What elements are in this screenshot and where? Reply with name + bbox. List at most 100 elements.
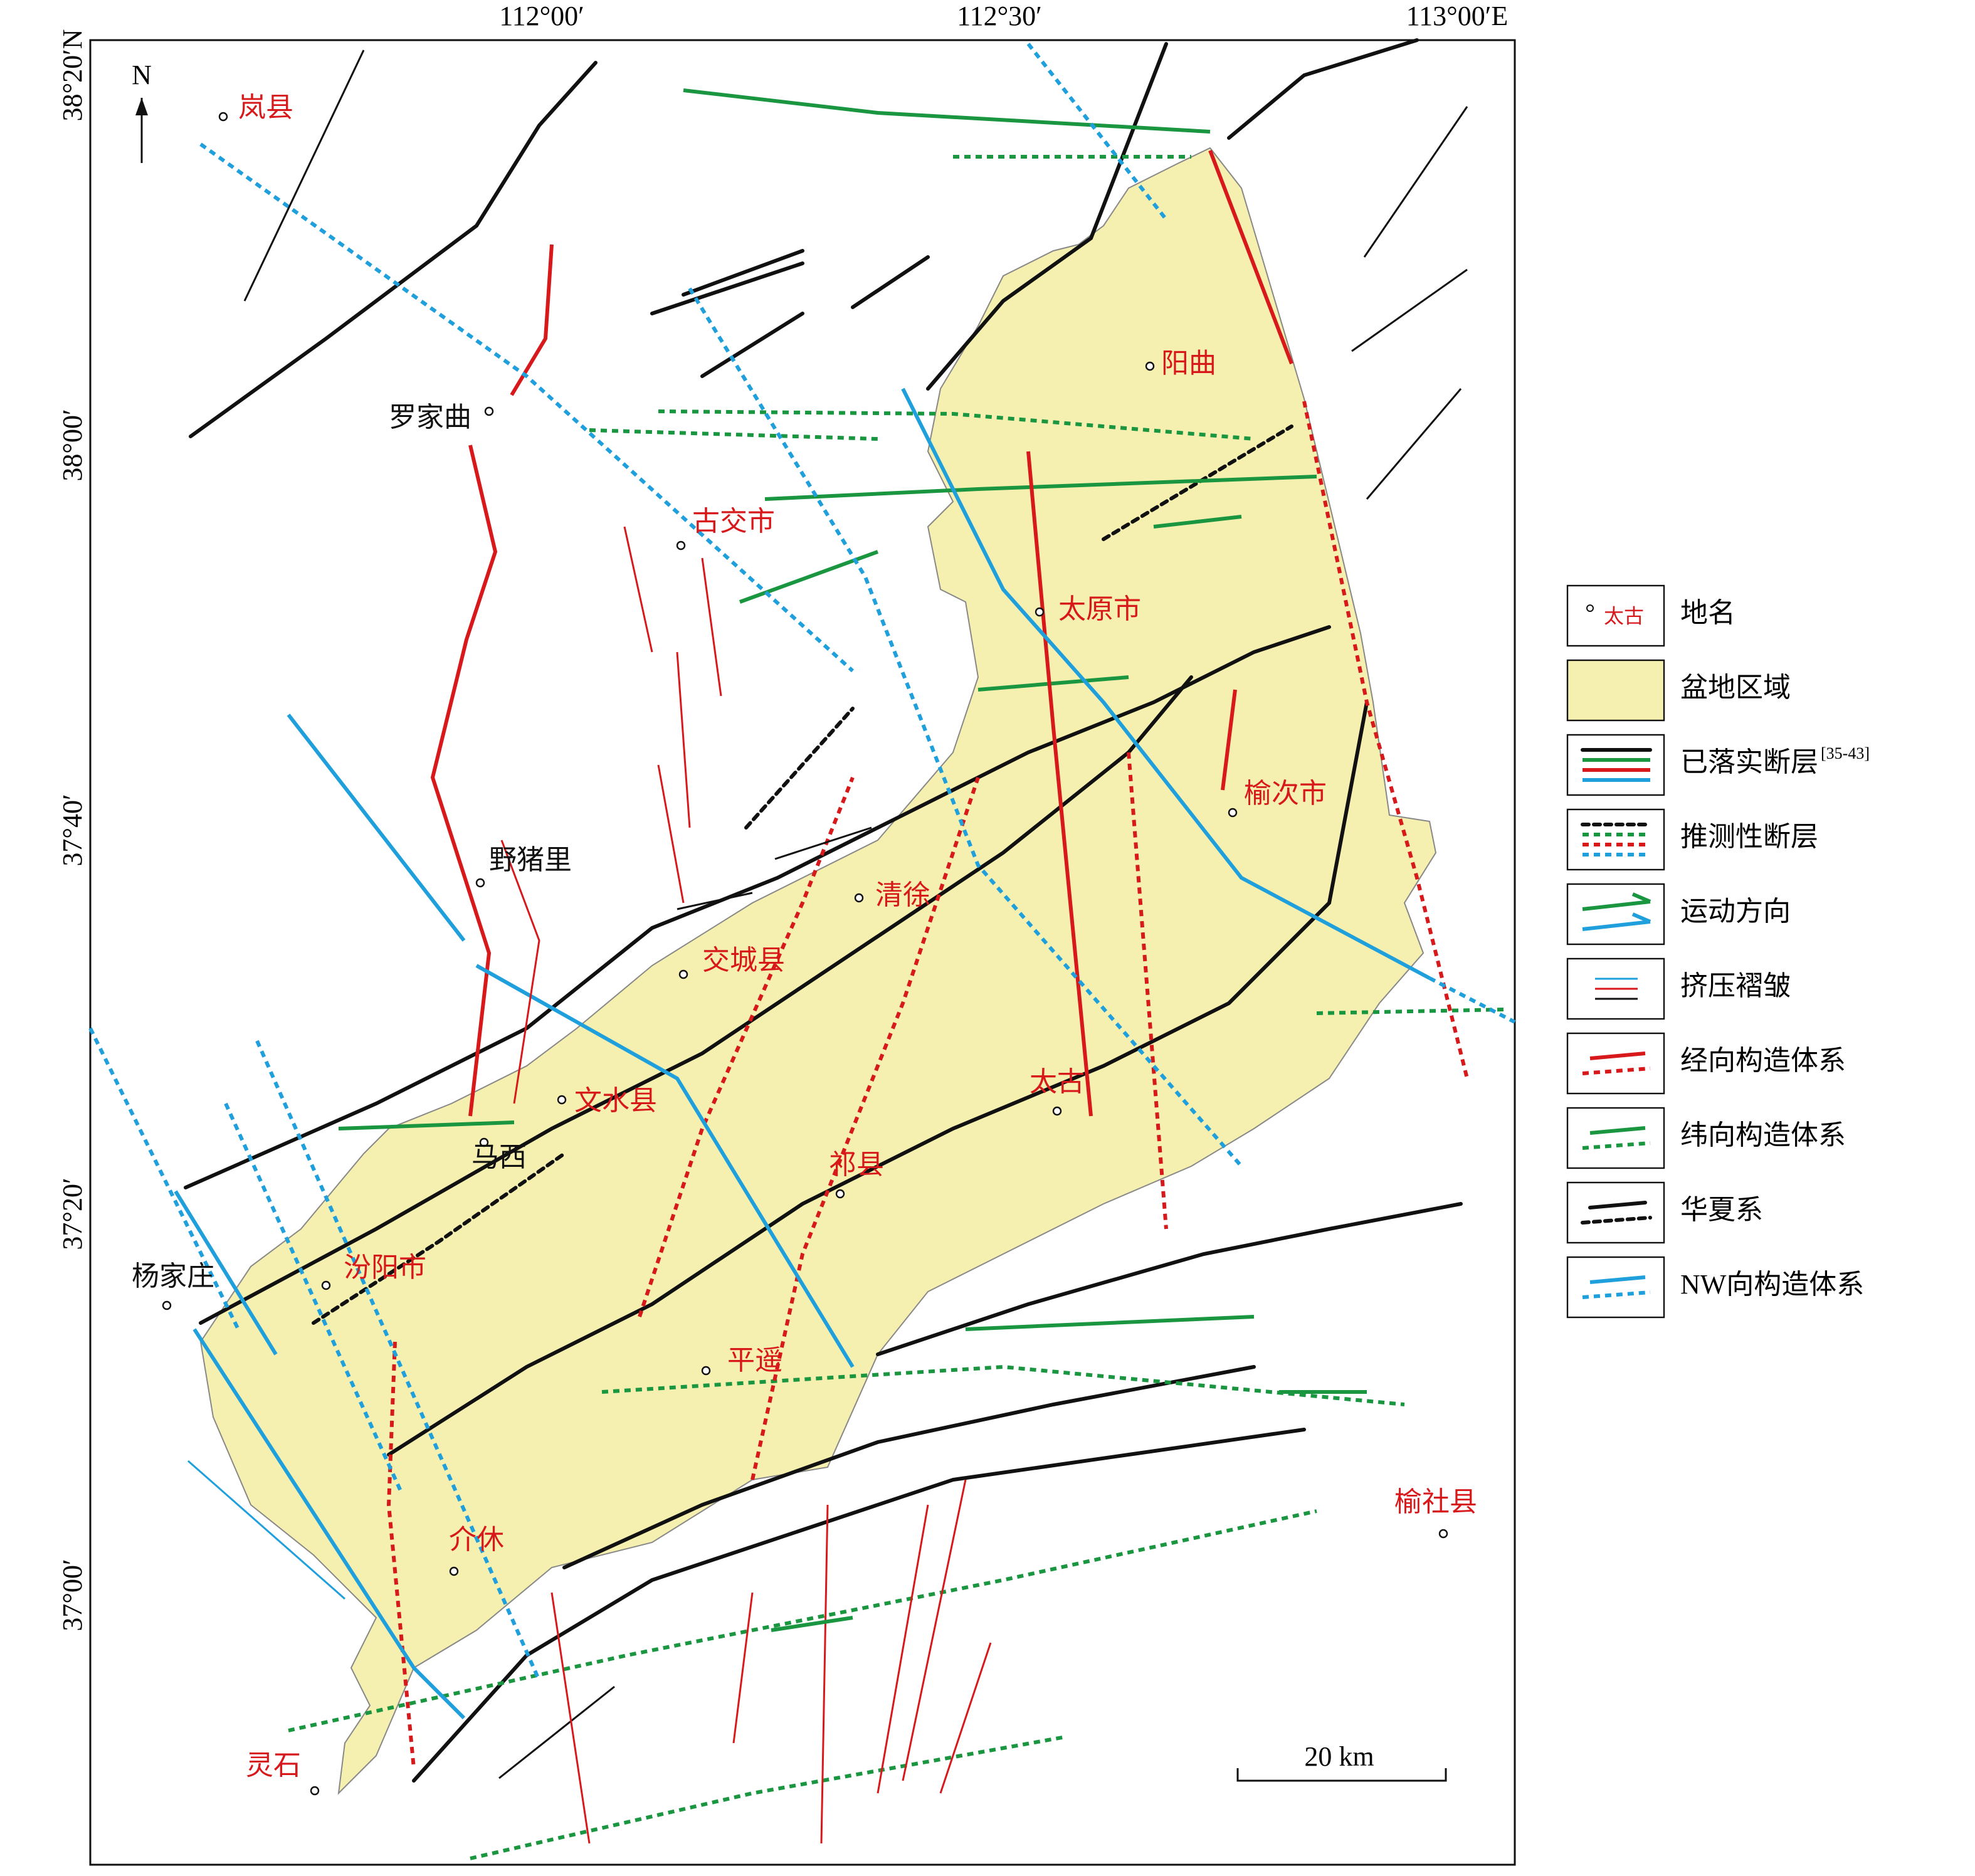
legend-label: 华夏系 bbox=[1680, 1194, 1763, 1225]
fault bbox=[189, 61, 598, 438]
place-name: 马西 bbox=[471, 1142, 527, 1172]
place-marker bbox=[678, 969, 688, 979]
labels: 112°00′ 112°30′ 113°00′E 38°20′N 38°00′ 37°40… bbox=[57, 1, 1508, 1796]
legend-line bbox=[1582, 1141, 1651, 1150]
scale-label: 20 km bbox=[1304, 1741, 1374, 1772]
longitude-label: 112°30′ bbox=[957, 1, 1042, 31]
legend-label: 运动方向 bbox=[1680, 896, 1791, 927]
legend-box bbox=[1566, 1256, 1665, 1319]
fault bbox=[386, 401, 1469, 1769]
place-name: 古交市 bbox=[692, 506, 775, 537]
place-name: 祁县 bbox=[829, 1149, 884, 1180]
fault bbox=[288, 155, 1505, 1860]
fold-arrow bbox=[243, 50, 1468, 1779]
place-name: 灵石 bbox=[246, 1750, 301, 1781]
fault bbox=[174, 387, 1431, 1720]
legend-label: 推测性断层 bbox=[1680, 821, 1818, 852]
fault bbox=[562, 1365, 1256, 1569]
latitude-label: 37°20′ bbox=[57, 1178, 88, 1250]
place-name: 交城县 bbox=[702, 945, 785, 976]
place-marker bbox=[484, 406, 494, 416]
legend-label: 经向构造体系 bbox=[1680, 1045, 1846, 1076]
legend-item: 经向构造体系 bbox=[1566, 1032, 1846, 1095]
legend-label: NW向构造体系 bbox=[1680, 1269, 1864, 1300]
legend-box bbox=[1566, 659, 1665, 722]
place-marker bbox=[475, 878, 485, 888]
fault bbox=[88, 43, 1516, 1682]
legend-item: 已落实断层 [35-43] bbox=[1566, 734, 1870, 796]
motion-arrow bbox=[771, 515, 1242, 1632]
legend-line bbox=[1589, 1275, 1646, 1284]
place-name: 罗家曲 bbox=[389, 402, 471, 433]
legend-arrow bbox=[1582, 892, 1651, 911]
fault bbox=[184, 625, 1331, 1189]
scale-line bbox=[1236, 1768, 1447, 1782]
place-marker bbox=[1228, 808, 1238, 818]
fold-arrow bbox=[500, 526, 722, 1104]
basin bbox=[199, 147, 1437, 1795]
place-marker bbox=[676, 540, 686, 551]
fault bbox=[387, 700, 1369, 1457]
fault bbox=[338, 88, 1367, 1394]
legend-item: 盆地区域 bbox=[1566, 659, 1791, 722]
legend-line bbox=[1589, 1126, 1646, 1135]
fault bbox=[926, 42, 1168, 391]
legend-item: 华夏系 bbox=[1566, 1181, 1763, 1244]
legend-box bbox=[1566, 1107, 1665, 1169]
scale-bar: 20 km bbox=[1236, 1741, 1447, 1782]
place-marker bbox=[218, 112, 228, 122]
legend-line bbox=[1581, 1216, 1652, 1225]
legend-label: 盆地区域 bbox=[1680, 672, 1791, 703]
fold-arrow bbox=[187, 1460, 345, 1600]
place-marker bbox=[449, 1566, 459, 1576]
longitude-label: 113°00′E bbox=[1406, 1, 1508, 31]
legend-box bbox=[1566, 1181, 1665, 1244]
legend-arrow bbox=[1582, 912, 1651, 931]
place-marker bbox=[1145, 361, 1155, 371]
legend-label: 挤压褶皱 bbox=[1680, 971, 1791, 1001]
longitude-label: 112°00′ bbox=[499, 1, 584, 31]
place-marker bbox=[310, 1786, 320, 1796]
legend-box bbox=[1566, 734, 1665, 796]
place-marker bbox=[321, 1280, 331, 1290]
north-head bbox=[135, 98, 148, 115]
place-name: 野猪里 bbox=[489, 845, 572, 875]
fault bbox=[199, 675, 1193, 1325]
place-name: 岚县 bbox=[238, 92, 293, 123]
place-name: 太古 bbox=[1030, 1067, 1085, 1097]
place-name: 太原市 bbox=[1058, 594, 1141, 624]
place-name: 阳曲 bbox=[1161, 348, 1216, 379]
legend-label: 地名 bbox=[1680, 598, 1735, 628]
fold-arrow bbox=[550, 1479, 992, 1844]
place-name: 榆次市 bbox=[1244, 778, 1327, 809]
legend-ref: [35-43] bbox=[1821, 744, 1870, 762]
place-name: 榆社县 bbox=[1394, 1487, 1477, 1517]
legend-label: 已落实断层 bbox=[1680, 747, 1818, 777]
latitude-label: 38°20′N bbox=[57, 29, 88, 122]
fault bbox=[876, 1202, 1463, 1356]
latitude-label: 37°40′ bbox=[57, 794, 88, 866]
latitude-label: 38°00′ bbox=[57, 409, 88, 481]
legend-box bbox=[1566, 808, 1665, 871]
place-marker bbox=[835, 1189, 845, 1199]
legend-sample: 太古 bbox=[1604, 604, 1644, 627]
arrows bbox=[187, 50, 1468, 1844]
place-marker bbox=[1052, 1106, 1062, 1116]
faults bbox=[88, 38, 1516, 1860]
place-marker bbox=[162, 1300, 172, 1310]
place-marker bbox=[701, 1366, 711, 1376]
legend-line bbox=[1582, 1290, 1651, 1299]
place-name: 文水县 bbox=[574, 1085, 657, 1116]
legend-marker bbox=[1586, 604, 1594, 612]
place-name: 清徐 bbox=[875, 880, 930, 910]
legend-line bbox=[1582, 1067, 1651, 1075]
latitude-label: 37°00′ bbox=[57, 1559, 88, 1631]
fault bbox=[650, 249, 930, 378]
legend-line bbox=[1589, 1051, 1646, 1060]
north-arrow: N bbox=[132, 60, 152, 163]
fault bbox=[1227, 38, 1419, 140]
legend-line bbox=[1588, 1201, 1647, 1209]
